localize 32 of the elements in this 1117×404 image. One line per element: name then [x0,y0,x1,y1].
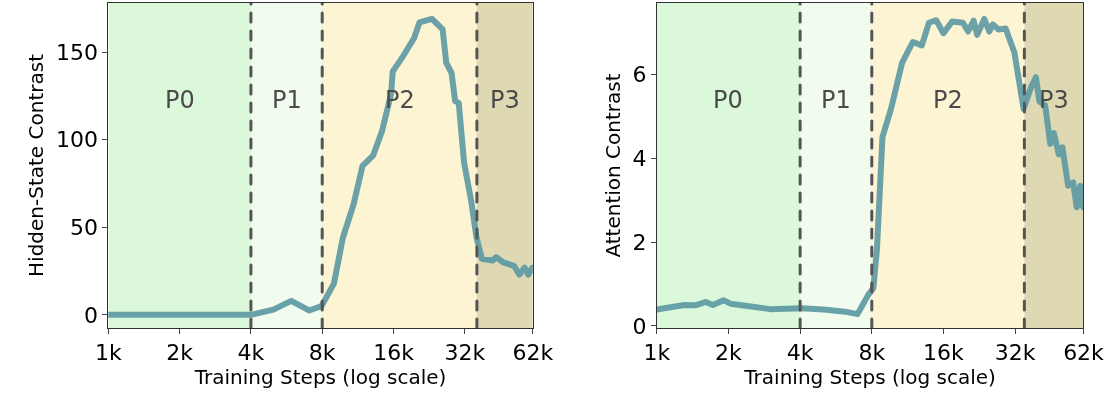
y-tick-label: 0 [632,313,647,339]
x-axis-title: Training Steps (log scale) [193,365,447,390]
x-tick-label: 1k [643,340,671,366]
x-tick-label: 62k [1063,340,1105,366]
band-label: P0 [713,86,743,114]
x-tick-label: 4k [786,340,814,366]
band-label: P1 [272,86,302,114]
x-tick-label: 2k [715,340,743,366]
x-tick-label: 32k [994,340,1036,366]
band-label: P1 [821,86,851,114]
y-tick-label: 150 [55,39,98,65]
band-label: P2 [933,86,963,114]
x-tick-label: 4k [237,340,265,366]
y-tick-label: 50 [69,214,98,240]
y-tick-label: 0 [83,302,98,328]
x-tick-label: 16k [923,340,965,366]
x-tick-label: 62k [512,340,554,366]
x-axis-title: Training Steps (log scale) [743,365,996,390]
y-axis-title: Attention Contrast [600,73,625,258]
y-tick-label: 4 [632,145,647,171]
y-axis-title: Hidden-State Contrast [24,53,49,277]
x-tick-label: 1k [94,340,122,366]
x-tick-label: 8k [308,340,336,366]
band-label: P3 [490,86,520,114]
y-tick-label: 2 [632,229,647,255]
x-tick-label: 8k [858,340,886,366]
x-tick-label: 16k [373,340,415,366]
y-tick-label: 100 [55,127,98,153]
x-tick-label: 2k [166,340,194,366]
x-tick-label: 32k [444,340,486,366]
band-label: P0 [165,86,195,114]
y-tick-label: 6 [632,61,647,87]
